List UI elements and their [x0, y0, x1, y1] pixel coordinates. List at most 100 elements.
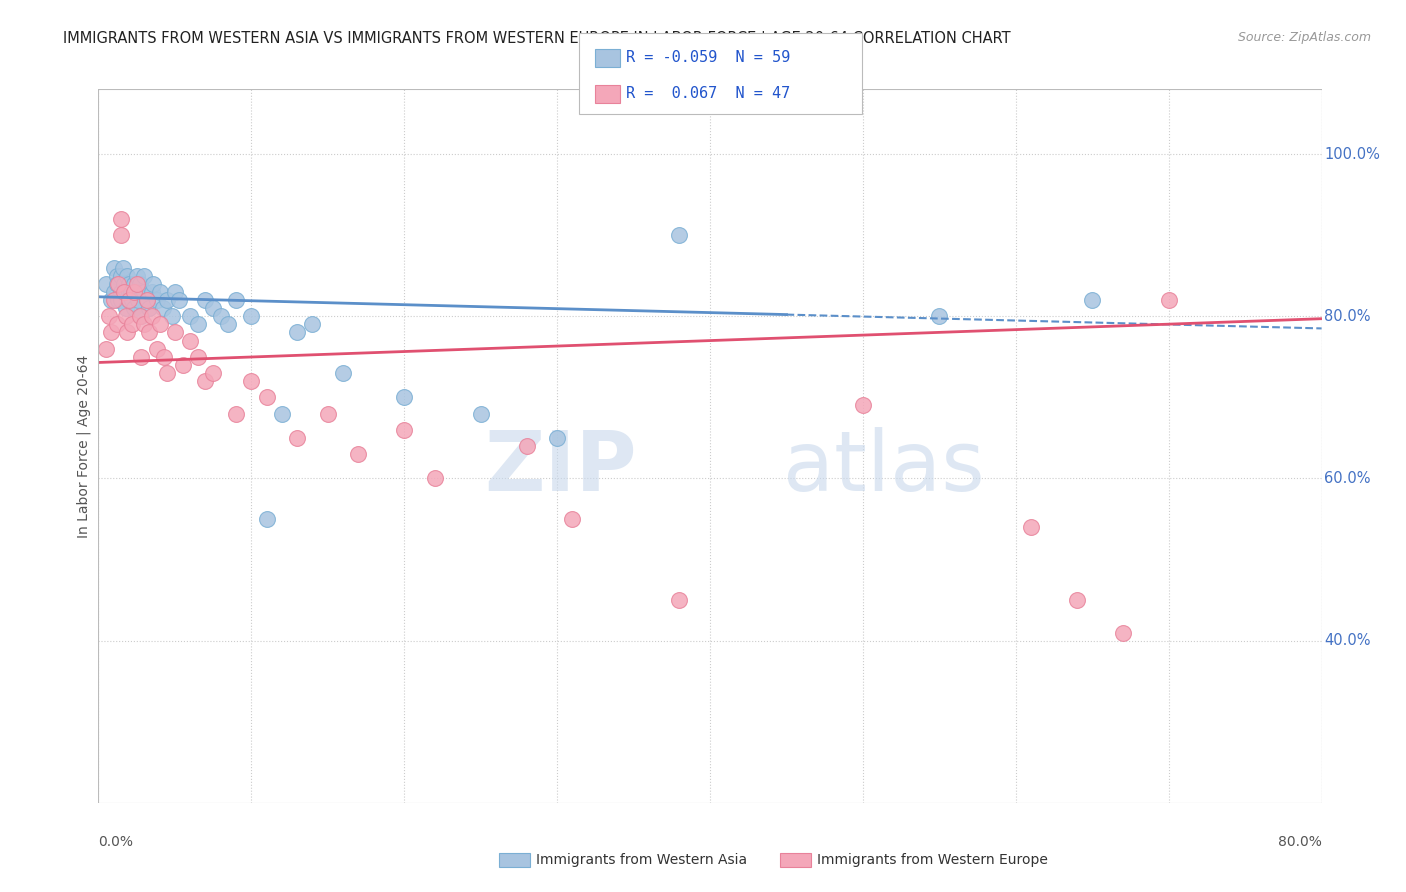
Point: [561, 512, 583, 526]
Point: [128, 277, 150, 291]
Point: [110, 293, 132, 307]
Point: [112, 277, 135, 291]
Point: [121, 293, 143, 307]
Point: [187, 318, 209, 332]
Point: [470, 407, 492, 421]
Point: [98, 310, 121, 324]
Text: atlas: atlas: [783, 427, 986, 508]
Text: Immigrants from Western Asia: Immigrants from Western Asia: [536, 853, 747, 867]
Point: [115, 285, 138, 299]
Point: [392, 423, 416, 437]
Point: [125, 285, 148, 299]
Point: [516, 439, 538, 453]
Point: [136, 293, 159, 307]
Point: [1019, 520, 1042, 534]
Text: 40.0%: 40.0%: [1324, 633, 1371, 648]
Point: [301, 318, 323, 332]
Text: IMMIGRANTS FROM WESTERN ASIA VS IMMIGRANTS FROM WESTERN EUROPE IN LABOR FORCE | : IMMIGRANTS FROM WESTERN ASIA VS IMMIGRAN…: [63, 31, 1011, 47]
Point: [225, 293, 247, 307]
Point: [217, 318, 239, 332]
Point: [256, 390, 278, 404]
Point: [129, 310, 152, 324]
Point: [118, 293, 141, 307]
Point: [107, 293, 129, 307]
Point: [100, 326, 122, 340]
Point: [1112, 625, 1135, 640]
Point: [202, 301, 225, 315]
Text: Source: ZipAtlas.com: Source: ZipAtlas.com: [1237, 31, 1371, 45]
Point: [194, 293, 217, 307]
Point: [125, 268, 148, 283]
Text: R = -0.059  N = 59: R = -0.059 N = 59: [626, 51, 790, 65]
Point: [134, 285, 156, 299]
Point: [202, 366, 225, 380]
Text: 100.0%: 100.0%: [1324, 146, 1379, 161]
Point: [141, 310, 163, 324]
Point: [110, 268, 132, 283]
Point: [122, 277, 145, 291]
Point: [149, 318, 172, 332]
Point: [105, 277, 128, 291]
Point: [134, 268, 156, 283]
Point: [125, 277, 148, 291]
Point: [122, 301, 145, 315]
Text: R =  0.067  N = 47: R = 0.067 N = 47: [626, 87, 790, 101]
Text: ZIP: ZIP: [484, 427, 637, 508]
Point: [117, 326, 139, 340]
Point: [110, 228, 132, 243]
Point: [423, 471, 446, 485]
Point: [142, 277, 165, 291]
Point: [187, 350, 209, 364]
Point: [141, 285, 163, 299]
Point: [136, 293, 159, 307]
Point: [145, 342, 167, 356]
Point: [392, 390, 416, 404]
Point: [105, 268, 128, 283]
Point: [127, 293, 149, 307]
Point: [100, 293, 122, 307]
Point: [240, 310, 263, 324]
Point: [138, 301, 160, 315]
Point: [110, 285, 132, 299]
Point: [128, 310, 150, 324]
Point: [111, 260, 134, 275]
Point: [118, 285, 141, 299]
Point: [1066, 593, 1088, 607]
Point: [1157, 293, 1180, 307]
Point: [179, 334, 201, 348]
Point: [115, 301, 138, 315]
Point: [347, 447, 370, 461]
Point: [152, 301, 174, 315]
Point: [668, 593, 690, 607]
Point: [668, 228, 690, 243]
Text: 0.0%: 0.0%: [98, 835, 134, 849]
Point: [121, 318, 143, 332]
Y-axis label: In Labor Force | Age 20-64: In Labor Force | Age 20-64: [77, 354, 91, 538]
Point: [163, 326, 186, 340]
Point: [1081, 293, 1104, 307]
Point: [285, 326, 308, 340]
Point: [145, 293, 167, 307]
Point: [163, 285, 186, 299]
Text: 80.0%: 80.0%: [1278, 835, 1322, 849]
Point: [194, 374, 217, 388]
Point: [118, 293, 141, 307]
Point: [270, 407, 292, 421]
Point: [103, 285, 125, 299]
Point: [852, 399, 875, 413]
Point: [118, 277, 141, 291]
Point: [110, 211, 132, 226]
Point: [103, 293, 125, 307]
Point: [122, 285, 145, 299]
Point: [160, 310, 183, 324]
Point: [153, 350, 176, 364]
Point: [115, 310, 138, 324]
Point: [103, 260, 125, 275]
Point: [285, 431, 308, 445]
Point: [256, 512, 278, 526]
Point: [156, 366, 179, 380]
Point: [546, 431, 568, 445]
Text: 60.0%: 60.0%: [1324, 471, 1371, 486]
Point: [209, 310, 232, 324]
Point: [172, 358, 194, 372]
